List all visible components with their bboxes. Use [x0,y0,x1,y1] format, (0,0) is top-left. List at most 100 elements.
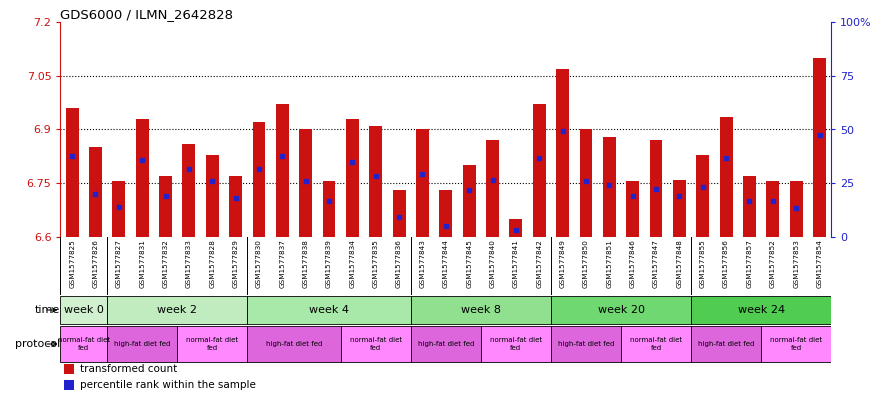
Bar [621,326,691,362]
Bar [813,58,826,237]
Bar [416,130,428,237]
Bar [229,176,242,237]
Text: GSM1577852: GSM1577852 [770,239,776,288]
Bar [481,326,551,362]
Text: normal-fat diet
fed: normal-fat diet fed [349,338,402,351]
Bar [346,119,359,237]
Text: GSM1577840: GSM1577840 [490,239,495,288]
Bar [182,144,196,237]
Bar [300,130,312,237]
Text: GSM1577844: GSM1577844 [443,239,449,288]
Bar [60,296,108,324]
Text: GSM1577841: GSM1577841 [513,239,519,288]
Bar [247,296,411,324]
Bar [463,165,476,237]
Bar [206,154,219,237]
Bar [369,126,382,237]
Bar [276,105,289,237]
Text: GSM1577846: GSM1577846 [629,239,636,288]
Bar [64,364,75,375]
Text: high-fat diet fed: high-fat diet fed [114,341,171,347]
Bar [691,326,761,362]
Text: week 8: week 8 [461,305,501,315]
Text: protocol: protocol [15,339,60,349]
Bar [66,108,78,237]
Bar [112,182,125,237]
Text: GSM1577845: GSM1577845 [466,239,472,288]
Text: GSM1577837: GSM1577837 [279,239,285,288]
Text: GSM1577835: GSM1577835 [372,239,379,288]
Bar [650,140,662,237]
Text: GSM1577829: GSM1577829 [233,239,238,288]
Bar [136,119,148,237]
Bar [393,191,405,237]
Bar [108,326,177,362]
Text: normal-fat diet
fed: normal-fat diet fed [58,338,110,351]
Bar [252,122,266,237]
Bar [761,326,831,362]
Text: high-fat diet fed: high-fat diet fed [418,341,474,347]
Text: GSM1577849: GSM1577849 [559,239,565,288]
Text: high-fat diet fed: high-fat diet fed [557,341,614,347]
Bar [720,117,733,237]
Text: week 24: week 24 [738,305,785,315]
Bar [411,326,481,362]
Text: GSM1577843: GSM1577843 [420,239,426,288]
Text: GSM1577827: GSM1577827 [116,239,122,288]
Text: GDS6000 / ILMN_2642828: GDS6000 / ILMN_2642828 [60,8,234,21]
Bar [340,326,411,362]
Text: GSM1577834: GSM1577834 [349,239,356,288]
Text: GSM1577857: GSM1577857 [747,239,752,288]
Text: GSM1577853: GSM1577853 [793,239,799,288]
Bar [673,180,685,237]
Bar [603,137,616,237]
Text: GSM1577828: GSM1577828 [209,239,215,288]
Bar [247,326,340,362]
Text: GSM1577848: GSM1577848 [677,239,683,288]
Bar [64,380,75,390]
Text: GSM1577839: GSM1577839 [326,239,332,288]
Text: GSM1577851: GSM1577851 [606,239,613,288]
Bar [177,326,247,362]
Bar [509,219,523,237]
Text: GSM1577833: GSM1577833 [186,239,192,288]
Bar [766,182,780,237]
Bar [533,105,546,237]
Text: GSM1577831: GSM1577831 [140,239,145,288]
Text: GSM1577855: GSM1577855 [700,239,706,288]
Bar [439,191,453,237]
Text: GSM1577825: GSM1577825 [69,239,76,288]
Text: percentile rank within the sample: percentile rank within the sample [80,380,256,390]
Text: transformed count: transformed count [80,364,177,374]
Bar [551,296,691,324]
Text: GSM1577850: GSM1577850 [583,239,589,288]
Bar [557,69,569,237]
Text: normal-fat diet
fed: normal-fat diet fed [630,338,682,351]
Text: normal-fat diet
fed: normal-fat diet fed [490,338,542,351]
Bar [626,182,639,237]
Text: week 20: week 20 [597,305,645,315]
Bar [60,326,108,362]
Bar [789,182,803,237]
Text: week 2: week 2 [157,305,197,315]
Bar [551,326,621,362]
Bar [411,296,551,324]
Bar [691,296,831,324]
Bar [743,176,756,237]
Text: normal-fat diet
fed: normal-fat diet fed [186,338,238,351]
Text: week 4: week 4 [309,305,349,315]
Text: GSM1577847: GSM1577847 [653,239,659,288]
Bar [486,140,499,237]
Text: GSM1577842: GSM1577842 [536,239,542,288]
Bar [89,147,102,237]
Bar [108,296,247,324]
Text: high-fat diet fed: high-fat diet fed [698,341,754,347]
Text: high-fat diet fed: high-fat diet fed [266,341,322,347]
Bar [580,130,592,237]
Bar [696,154,709,237]
Text: week 0: week 0 [64,305,104,315]
Bar [159,176,172,237]
Text: GSM1577836: GSM1577836 [396,239,402,288]
Text: time: time [36,305,60,315]
Text: GSM1577838: GSM1577838 [302,239,308,288]
